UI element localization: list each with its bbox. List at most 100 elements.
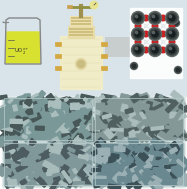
Circle shape <box>169 15 172 18</box>
Polygon shape <box>56 123 69 137</box>
Polygon shape <box>28 181 35 188</box>
Polygon shape <box>8 98 13 103</box>
Polygon shape <box>30 177 38 185</box>
Polygon shape <box>171 168 179 176</box>
Polygon shape <box>38 149 49 159</box>
Polygon shape <box>23 102 33 108</box>
Polygon shape <box>102 129 107 135</box>
Polygon shape <box>84 111 93 124</box>
Polygon shape <box>10 121 23 131</box>
Polygon shape <box>43 167 47 172</box>
Circle shape <box>152 47 158 53</box>
Polygon shape <box>98 148 110 155</box>
Bar <box>55 42 61 46</box>
Circle shape <box>143 31 149 37</box>
Polygon shape <box>71 125 80 133</box>
Polygon shape <box>138 99 152 106</box>
Circle shape <box>152 31 158 37</box>
Polygon shape <box>92 168 101 172</box>
Polygon shape <box>0 123 13 131</box>
Polygon shape <box>0 139 12 147</box>
Polygon shape <box>153 167 158 169</box>
Polygon shape <box>166 98 176 105</box>
Polygon shape <box>107 163 119 168</box>
Polygon shape <box>179 128 187 141</box>
Polygon shape <box>114 123 122 130</box>
Polygon shape <box>4 136 11 142</box>
Polygon shape <box>115 124 124 131</box>
Polygon shape <box>59 181 68 187</box>
Polygon shape <box>34 149 43 155</box>
Polygon shape <box>28 157 41 167</box>
Polygon shape <box>34 174 39 178</box>
Polygon shape <box>60 182 74 187</box>
Polygon shape <box>182 101 186 105</box>
Circle shape <box>174 67 182 74</box>
Polygon shape <box>95 171 100 174</box>
Polygon shape <box>53 96 61 105</box>
Polygon shape <box>86 134 96 145</box>
Polygon shape <box>101 130 108 137</box>
Polygon shape <box>170 180 177 187</box>
Polygon shape <box>48 137 60 147</box>
Polygon shape <box>167 100 175 107</box>
Polygon shape <box>0 122 8 132</box>
Polygon shape <box>16 163 27 172</box>
Polygon shape <box>64 124 69 129</box>
Circle shape <box>133 29 143 39</box>
Polygon shape <box>126 95 137 104</box>
Polygon shape <box>22 182 33 189</box>
Polygon shape <box>102 140 106 144</box>
Polygon shape <box>138 143 151 156</box>
Circle shape <box>172 19 180 26</box>
Bar <box>60 36 102 89</box>
Polygon shape <box>120 155 131 168</box>
Polygon shape <box>170 147 177 154</box>
Polygon shape <box>79 134 85 139</box>
Bar <box>95 98 183 140</box>
Circle shape <box>148 12 162 25</box>
Polygon shape <box>59 120 65 127</box>
Polygon shape <box>11 149 27 161</box>
Polygon shape <box>135 158 142 165</box>
Circle shape <box>90 1 98 9</box>
Circle shape <box>131 28 145 40</box>
Bar <box>71 23 91 25</box>
Polygon shape <box>114 146 125 152</box>
Polygon shape <box>9 124 14 129</box>
Polygon shape <box>159 95 163 99</box>
Polygon shape <box>110 125 120 135</box>
Polygon shape <box>3 135 10 142</box>
Polygon shape <box>165 116 173 124</box>
Polygon shape <box>28 112 37 118</box>
Polygon shape <box>68 159 74 167</box>
Polygon shape <box>117 176 131 182</box>
Polygon shape <box>157 141 170 148</box>
Polygon shape <box>30 150 44 162</box>
Polygon shape <box>100 115 108 124</box>
Polygon shape <box>100 123 107 129</box>
Circle shape <box>152 39 158 45</box>
Polygon shape <box>2 142 14 152</box>
Circle shape <box>161 24 165 28</box>
Polygon shape <box>111 116 122 125</box>
Polygon shape <box>115 165 124 169</box>
Polygon shape <box>5 153 10 159</box>
Polygon shape <box>143 114 156 127</box>
Polygon shape <box>141 164 150 171</box>
Polygon shape <box>126 179 137 189</box>
Circle shape <box>169 47 175 53</box>
Polygon shape <box>74 181 85 184</box>
Polygon shape <box>43 130 54 139</box>
Polygon shape <box>56 169 63 176</box>
Polygon shape <box>26 127 35 134</box>
Polygon shape <box>35 91 45 102</box>
Polygon shape <box>110 136 117 142</box>
Polygon shape <box>16 108 29 116</box>
Polygon shape <box>159 131 170 140</box>
Polygon shape <box>6 32 40 63</box>
Polygon shape <box>51 102 57 107</box>
Polygon shape <box>165 144 179 154</box>
Polygon shape <box>135 146 143 152</box>
Polygon shape <box>10 119 22 123</box>
